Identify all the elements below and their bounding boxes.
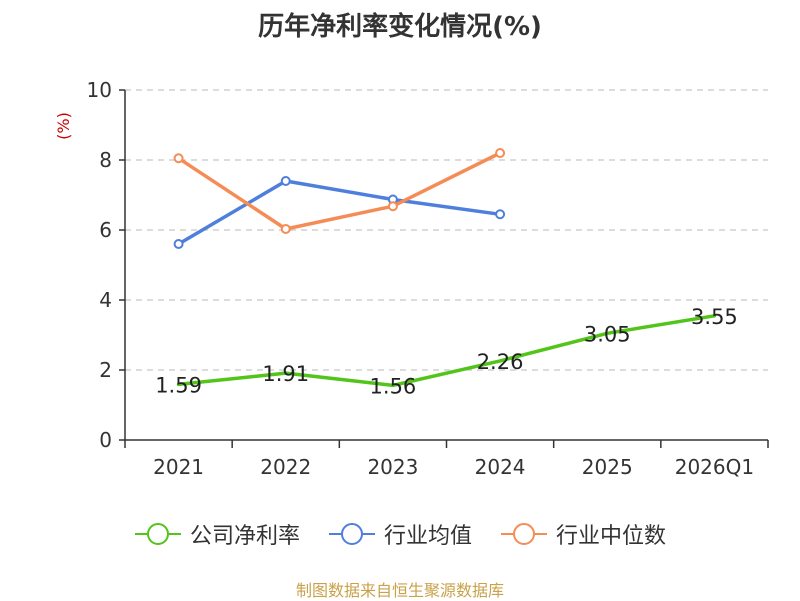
- legend-label: 公司净利率: [189, 524, 300, 549]
- data-label: 1.91: [262, 362, 309, 386]
- legend-item[interactable]: 行业均值: [328, 518, 472, 550]
- data-point: [280, 223, 291, 234]
- data-label: 1.59: [155, 373, 202, 397]
- data-label: 3.05: [584, 322, 631, 346]
- y-tick-label: 2: [99, 358, 112, 382]
- x-tick-label: 2023: [367, 455, 418, 479]
- data-point: [495, 209, 506, 220]
- x-tick-label: 2022: [260, 455, 311, 479]
- data-label: 1.56: [370, 374, 417, 398]
- x-tick-label: 2021: [153, 455, 204, 479]
- series-line: [176, 151, 502, 231]
- legend-marker-icon: [328, 523, 375, 545]
- legend-label: 行业中位数: [556, 524, 667, 549]
- y-tick-label: 8: [99, 148, 112, 172]
- source-note: 制图数据来自恒生聚源数据库: [295, 581, 504, 600]
- legend-item[interactable]: 公司净利率: [134, 518, 300, 550]
- legend-marker-icon: [134, 523, 181, 545]
- gridlines: [125, 89, 768, 371]
- chart-title: 历年净利率变化情况(%): [258, 12, 542, 42]
- data-point: [173, 239, 184, 249]
- legend-item[interactable]: 行业中位数: [500, 518, 666, 550]
- legend-label: 行业均值: [383, 524, 472, 549]
- y-tick-label: 0: [99, 428, 112, 452]
- series-lines: [173, 148, 717, 388]
- axes: 0 2 4 6 8 10 2021 2022 2023 2024 2025 2026Q1: [87, 78, 769, 479]
- data-labels: 1.59 1.91 1.56 2.26 3.05 3.55: [155, 305, 738, 399]
- data-point: [495, 148, 506, 158]
- legend-marker-icon: [501, 523, 547, 545]
- data-point: [387, 201, 398, 212]
- series-line: [176, 314, 717, 388]
- x-tick-label: 2024: [475, 455, 526, 479]
- legend: 公司净利率 行业均值 行业中位数: [0, 518, 800, 550]
- data-label: 3.55: [691, 305, 738, 329]
- y-tick-label: 10: [87, 78, 112, 102]
- data-point: [173, 153, 184, 164]
- data-point: [280, 176, 291, 186]
- x-tick-label: 2025: [582, 455, 633, 479]
- x-tick-label: 2026Q1: [675, 455, 754, 479]
- y-tick-label: 6: [99, 218, 112, 242]
- series-line: [176, 179, 502, 246]
- y-tick-label: 4: [99, 288, 112, 312]
- data-label: 2.26: [477, 350, 524, 374]
- y-axis-label: (%): [54, 112, 73, 140]
